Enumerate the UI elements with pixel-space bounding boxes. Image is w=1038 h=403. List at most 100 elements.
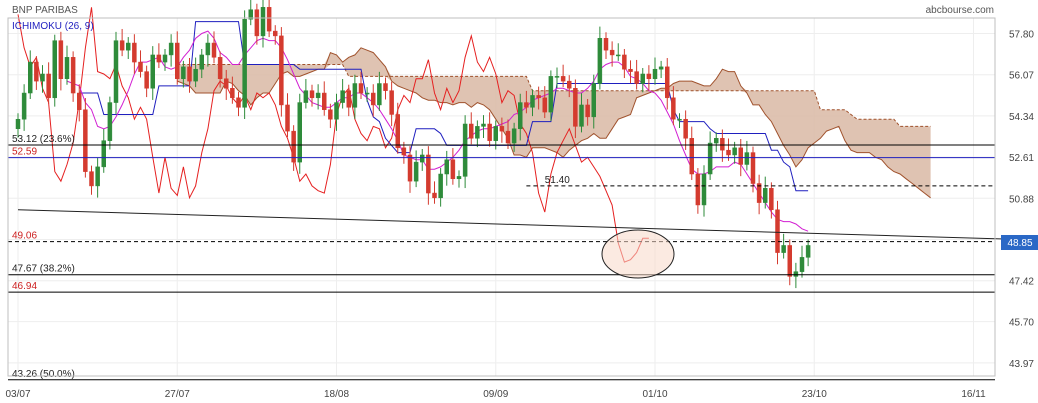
- candle-body: [199, 54, 204, 70]
- candle-body: [450, 159, 456, 180]
- candle-body: [70, 57, 76, 94]
- candle-body: [603, 38, 609, 51]
- x-tick-label: 18/08: [324, 389, 349, 400]
- candle-body: [511, 128, 517, 144]
- candle-body: [248, 9, 253, 20]
- candle-body: [518, 102, 523, 130]
- candle-body: [297, 102, 302, 163]
- candle-body: [756, 183, 762, 203]
- candle-body: [315, 92, 321, 99]
- candle-body: [309, 90, 315, 99]
- candle-body: [101, 140, 106, 168]
- candle-body: [726, 149, 731, 156]
- candle-body: [383, 83, 388, 91]
- candle-body: [456, 176, 462, 180]
- candle-body: [487, 123, 492, 141]
- horizontal-levels: 53.12 (23.6%) 52.59 51.40 49.06 47.67 (38.2%…: [8, 134, 995, 381]
- level-label: 46.94: [12, 281, 37, 292]
- candle-body: [634, 71, 639, 84]
- candle-body: [77, 92, 82, 110]
- indicator-label: ICHIMOKU (26, 9): [12, 21, 94, 32]
- level-label: 52.59: [12, 147, 37, 158]
- candle-body: [254, 9, 260, 37]
- candle-body: [665, 66, 670, 99]
- candle-body: [720, 138, 725, 151]
- candle-body: [524, 102, 529, 108]
- candle-body: [346, 90, 351, 108]
- candle-body: [671, 97, 676, 120]
- candle-body: [640, 73, 645, 84]
- candle-body: [95, 166, 100, 187]
- candle-body: [793, 271, 799, 277]
- candle-body: [750, 152, 756, 184]
- candle-body: [481, 123, 486, 127]
- candle-body: [763, 188, 768, 203]
- candle-body: [162, 54, 168, 63]
- candlesticks: [15, 0, 811, 289]
- level-label: 53.12 (23.6%): [12, 134, 75, 145]
- candle-body: [695, 173, 701, 206]
- candle-body: [119, 40, 125, 51]
- candle-body: [83, 109, 88, 172]
- candle-body: [52, 40, 57, 99]
- candle-body: [193, 68, 198, 82]
- candle-body: [260, 7, 266, 37]
- candle-body: [334, 102, 339, 120]
- candle-body: [738, 147, 743, 165]
- candle-body: [475, 126, 480, 139]
- y-tick-label: 45.70: [1009, 318, 1034, 329]
- level-label: 47.67 (38.2%): [12, 264, 75, 275]
- candle-body: [205, 42, 211, 56]
- ichimoku-cloud: [177, 47, 931, 199]
- candle-body: [554, 76, 560, 78]
- candle-body: [469, 123, 474, 139]
- y-tick-label: 56.07: [1009, 71, 1034, 82]
- candle-body: [579, 104, 584, 127]
- candle-body: [364, 92, 370, 95]
- candle-body: [805, 245, 811, 258]
- candle-body: [609, 49, 615, 56]
- y-tick-label: 50.88: [1009, 194, 1034, 205]
- candle-body: [285, 104, 290, 132]
- candle-body: [781, 245, 786, 253]
- chikou-line: [17, 7, 649, 263]
- candle-body: [340, 90, 345, 103]
- level-label: 43.26 (50.0%): [12, 369, 75, 380]
- candle-body: [432, 192, 437, 199]
- x-tick-label: 01/10: [642, 389, 667, 400]
- candle-body: [646, 73, 652, 79]
- candle-body: [303, 90, 309, 103]
- candle-body: [591, 83, 596, 118]
- candle-body: [444, 159, 449, 175]
- candle-body: [358, 83, 364, 94]
- candle-body: [113, 40, 119, 103]
- tenkan-line: [66, 30, 809, 232]
- candle-body: [322, 92, 327, 110]
- y-tick-label: 57.80: [1009, 30, 1034, 41]
- x-tick-label: 16/11: [961, 389, 986, 400]
- candle-body: [560, 76, 566, 82]
- candle-body: [126, 42, 131, 51]
- x-tick-label: 27/07: [165, 389, 190, 400]
- candle-body: [328, 109, 333, 120]
- level-label: 51.40: [545, 175, 570, 186]
- candle-body: [107, 102, 113, 141]
- x-tick-label: 23/10: [802, 389, 827, 400]
- y-tick-label: 47.42: [1009, 277, 1034, 288]
- candle-body: [744, 152, 750, 165]
- candle-body: [714, 138, 719, 144]
- cloud-fill: [177, 47, 931, 198]
- candle-body: [499, 126, 505, 132]
- candle-body: [46, 73, 51, 99]
- candle-body: [138, 61, 143, 72]
- candle-body: [132, 42, 137, 63]
- candle-body: [156, 54, 162, 63]
- candle-body: [389, 90, 394, 115]
- candle-body: [21, 92, 27, 120]
- candle-body: [616, 54, 621, 57]
- candle-body: [168, 42, 174, 56]
- candle-body: [144, 71, 149, 89]
- candle-body: [401, 147, 407, 156]
- candle-body: [462, 123, 468, 177]
- candle-body: [677, 118, 682, 121]
